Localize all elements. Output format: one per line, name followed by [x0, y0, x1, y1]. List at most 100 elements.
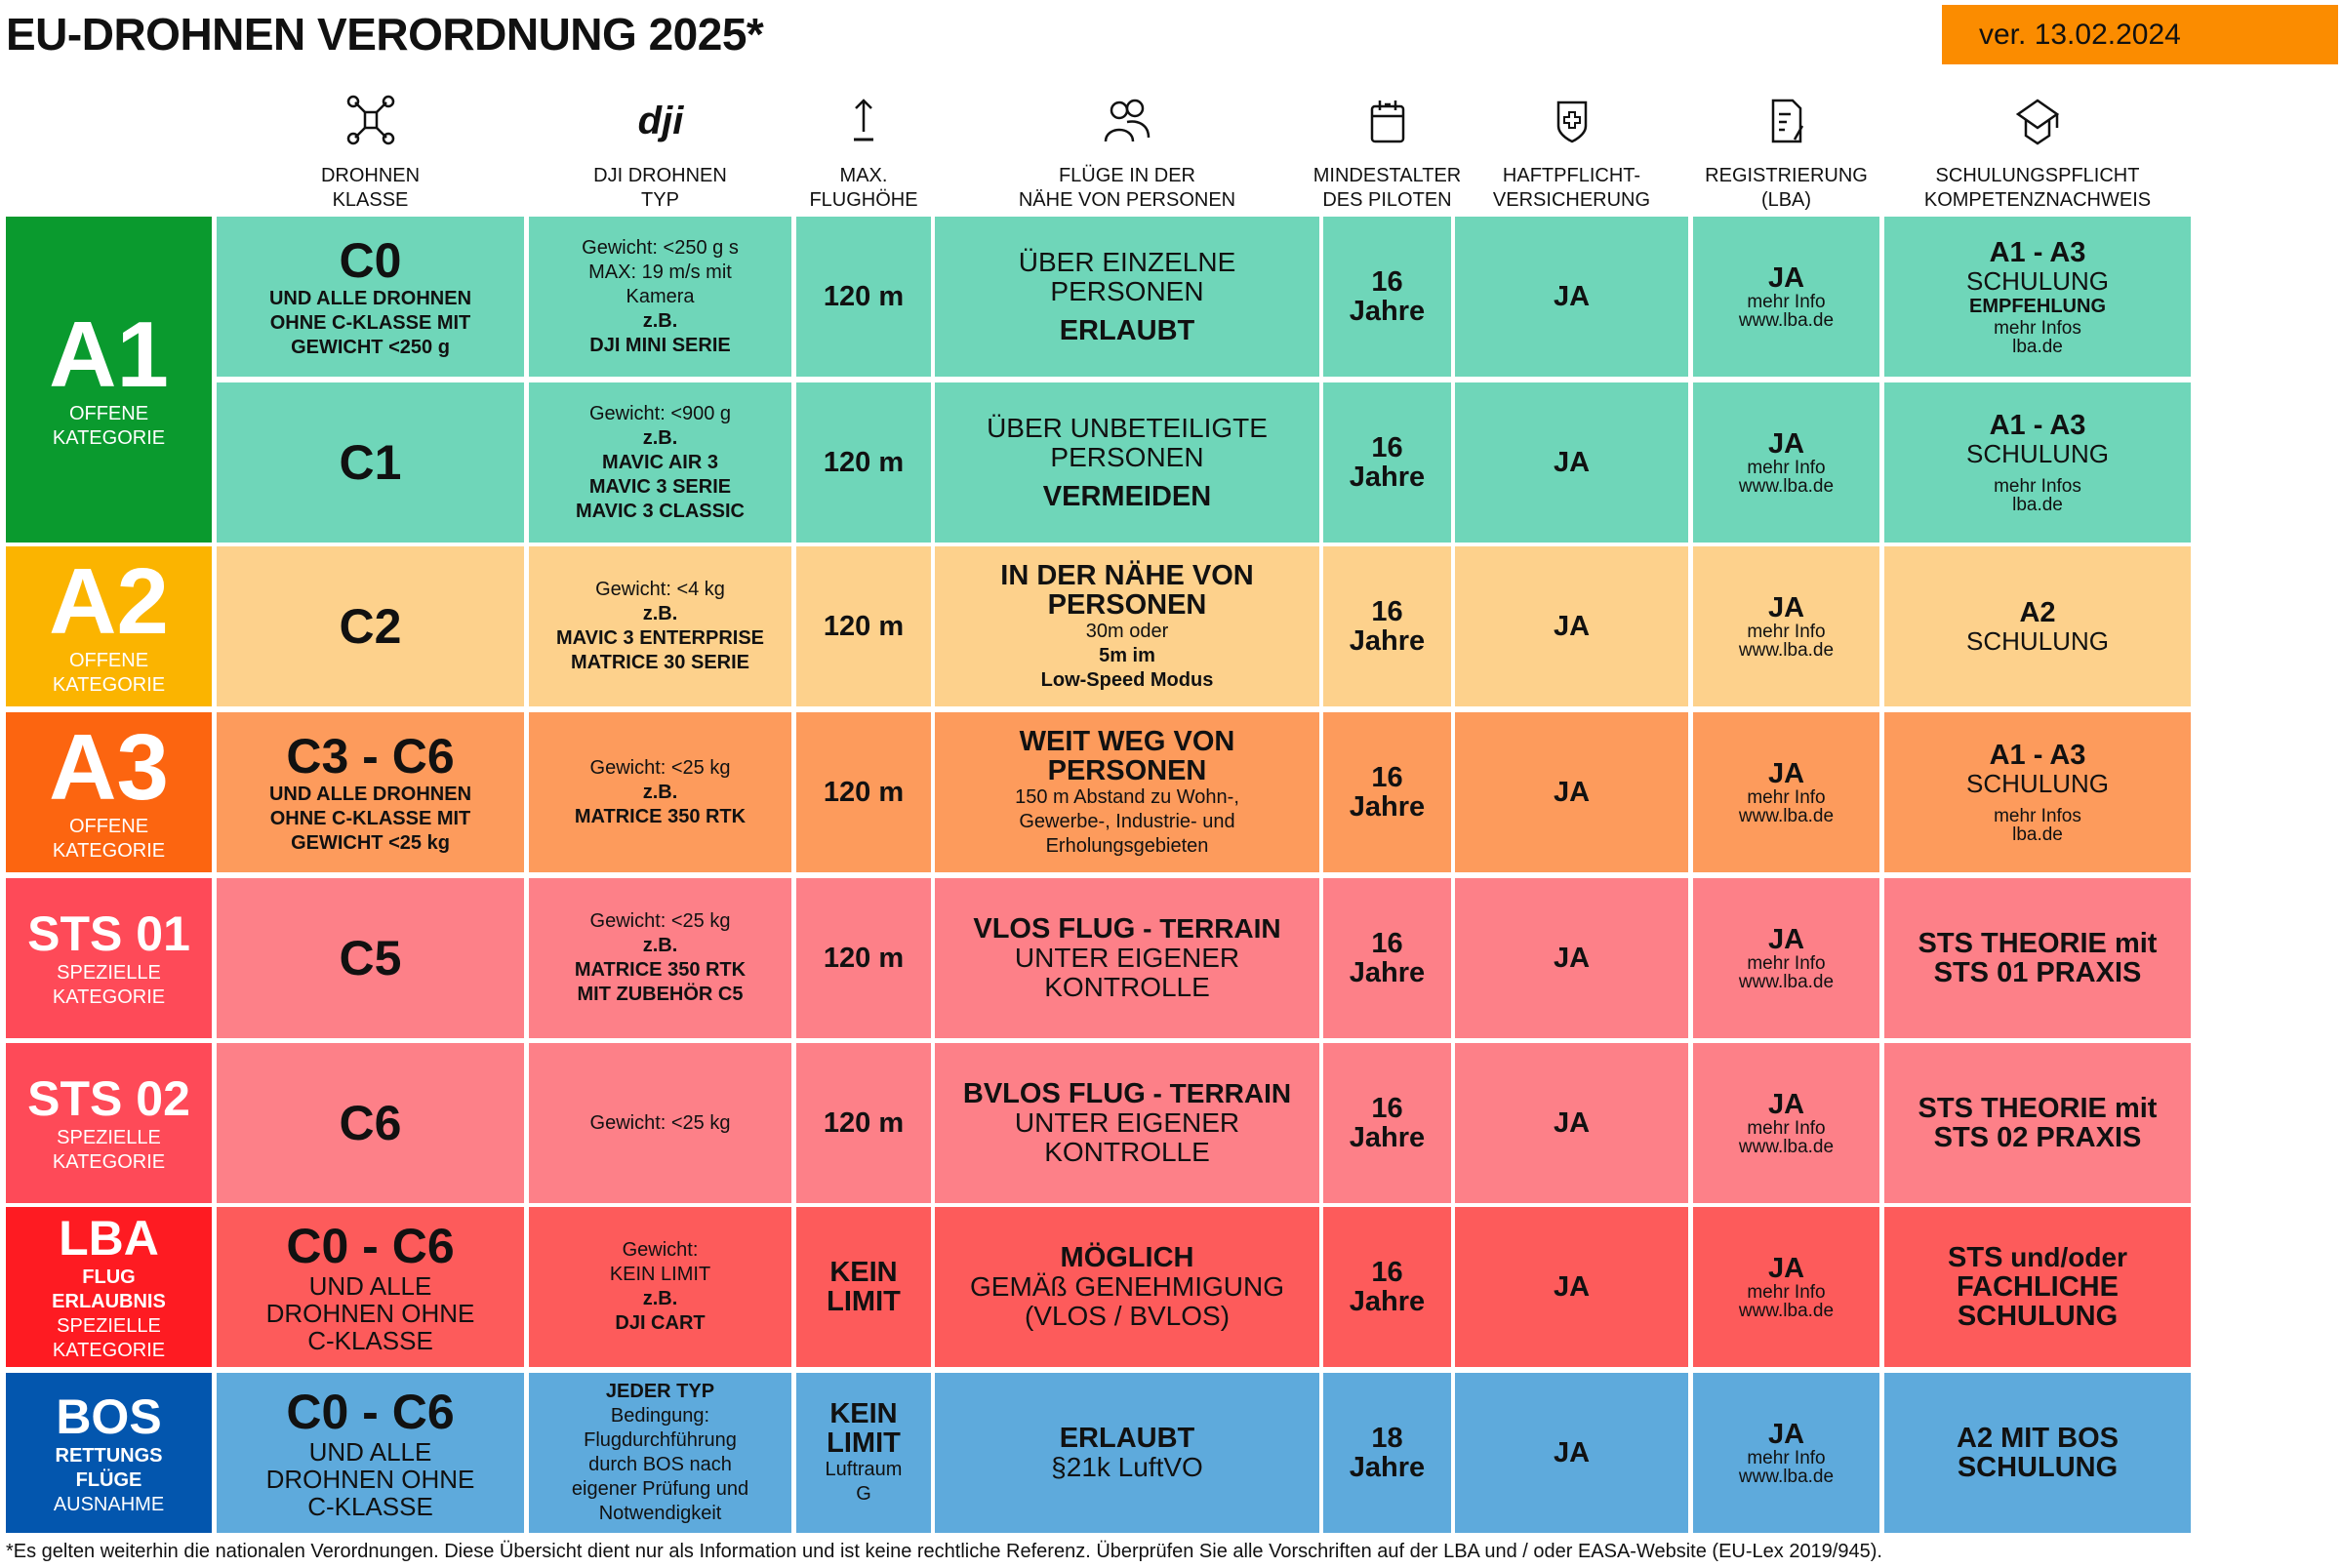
cell-line: C2: [339, 599, 402, 654]
cell-line: 120 m: [823, 447, 905, 478]
cell-line: Gewicht: <250 g s: [582, 236, 739, 259]
cell-line: KEIN: [829, 1257, 898, 1288]
cell-line: 16: [1371, 762, 1403, 793]
cell-line: z.B.: [642, 603, 678, 624]
drone-icon: [342, 93, 400, 152]
cell-line: (VLOS / BVLOS): [1024, 1301, 1231, 1331]
cell-line: STS 01 PRAXIS: [1933, 957, 2142, 988]
cell-line: KATEGORIE: [52, 986, 166, 1008]
cell-line: PERSONEN: [1050, 442, 1204, 472]
cell-line: DJI CART: [615, 1312, 706, 1334]
cell-line: MAX: 19 m/s mit: [588, 261, 732, 283]
cell-line: FLUG: [82, 1266, 136, 1288]
header-label-line: DJI DROHNEN: [593, 165, 727, 186]
cell-line: SCHULUNG: [1966, 265, 2109, 296]
cell-line: MATRICE 350 RTK: [574, 805, 747, 827]
cell-haftpflicht: JA: [1455, 878, 1688, 1038]
cell-line: UNTER EIGENER: [1014, 1107, 1240, 1138]
cell-line: ÜBER UNBETEILIGTE: [987, 413, 1268, 443]
cell-dji-typ: Gewicht: <25 kg z.B. MATRICE 350 RTK MIT ZU…: [529, 878, 791, 1038]
cell-line: Jahre: [1349, 957, 1426, 988]
cell-line: ÜBER EINZELNE: [1018, 247, 1236, 277]
cell-schulungspflicht: A1 - A3 SCHULUNG mehr Infos lba.de: [1884, 712, 2191, 872]
people-icon: [1098, 93, 1156, 152]
cell-line: Jahre: [1349, 625, 1426, 657]
cell-line: GEMÄß GENEHMIGUNG: [969, 1271, 1284, 1302]
cell-line: ERLAUBNIS: [52, 1291, 166, 1312]
document-pen-icon: [1757, 93, 1816, 152]
cell-line: 150 m Abstand zu Wohn-,: [1015, 785, 1239, 808]
cell-line: SCHULUNG: [1957, 1452, 2119, 1483]
cell-line: mehr Infos: [1994, 317, 2081, 339]
category-lba: LBA FLUG ERLAUBNIS SPEZIELLE KATEGORIE: [6, 1207, 212, 1367]
cell-dji-typ: Gewicht: <25 kg: [529, 1043, 791, 1203]
cell-line: STS 01: [27, 906, 190, 961]
cell-line: www.lba.de: [1738, 640, 1835, 661]
category-a3: A3 OFFENE KATEGORIE: [6, 712, 212, 872]
cell-line: JA: [1767, 758, 1805, 789]
cell-line: mehr Info: [1747, 1282, 1826, 1303]
cell-line: STS THEORIE mit: [1918, 1093, 2158, 1124]
cell-line: Jahre: [1349, 1286, 1426, 1317]
cell-line: www.lba.de: [1738, 806, 1835, 826]
cell-line: UND ALLE DROHNEN: [268, 783, 472, 805]
cell-line: Jahre: [1349, 462, 1426, 493]
cell-line: 120 m: [823, 1107, 905, 1139]
cell-line: A2 MIT BOS: [1957, 1423, 2119, 1454]
cell-line: Gewicht: <900 g: [588, 402, 732, 424]
cell-line: DROHNEN OHNE: [265, 1299, 475, 1328]
header-label-line: FLUGHÖHE: [809, 189, 918, 211]
cell-line: JA: [1767, 924, 1805, 955]
cell-max-flughoehe: 120 m: [796, 546, 931, 706]
cell-line: JA: [1767, 1089, 1805, 1120]
cell-registrierung: JA mehr Info www.lba.de: [1693, 382, 1879, 543]
cell-line: mehr Info: [1747, 953, 1826, 974]
header-label-line: MAX.: [839, 165, 888, 186]
cell-line: Low-Speed Modus: [1040, 668, 1214, 691]
cell-registrierung: JA mehr Info www.lba.de: [1693, 217, 1879, 377]
cell-line: JA: [1553, 611, 1591, 642]
cell-line: Bedingung:: [610, 1405, 710, 1427]
cell-line: UND ALLE: [308, 1437, 432, 1467]
cell-line: mehr Info: [1747, 1118, 1826, 1139]
header-mindestalter: MINDESTALTER DES PILOTEN: [1313, 93, 1461, 211]
cell-mindestalter: 18 Jahre: [1323, 1373, 1451, 1533]
header-label-line: VERSICHERUNG: [1492, 189, 1651, 211]
cell-line: C0 - C6: [286, 1219, 455, 1273]
header-label-line: HAFTPFLICHT-: [1502, 165, 1641, 186]
cell-line: mehr Infos: [1994, 806, 2081, 826]
cell-line: 5m im: [1099, 644, 1155, 666]
version-text: ver. 13.02.2024: [1979, 18, 2181, 51]
cell-line: www.lba.de: [1738, 1137, 1835, 1157]
cell-schulungspflicht: STS THEORIE mit STS 02 PRAXIS: [1884, 1043, 2191, 1203]
cell-line: Gewicht: <4 kg: [595, 579, 725, 600]
cell-drohnen-klasse: C6: [217, 1043, 524, 1203]
cell-line: A1 - A3: [1989, 740, 2086, 771]
cell-line: JA: [1553, 1271, 1591, 1303]
cell-line: 16: [1371, 432, 1403, 463]
cell-line: C5: [339, 931, 402, 985]
cell-line: C-KLASSE: [307, 1326, 433, 1355]
cell-max-flughoehe: 120 m: [796, 712, 931, 872]
cell-fluege-personen: IN DER NÄHE VON PERSONEN 30m oder 5m im Low-…: [935, 546, 1319, 706]
cell-line: KEIN: [829, 1398, 898, 1429]
cell-line: Notwendigkeit: [598, 1503, 722, 1524]
header-max-flughoehe: MAX. FLUGHÖHE: [796, 93, 931, 211]
cell-registrierung: JA mehr Info www.lba.de: [1693, 546, 1879, 706]
cell-line-rest: - TERRAIN: [1145, 1078, 1292, 1108]
category-a2: A2 OFFENE KATEGORIE: [6, 546, 212, 706]
header-label: FLÜGE IN DER NÄHE VON PERSONEN: [1019, 164, 1235, 213]
cell-line: GEWICHT <25 kg: [291, 831, 450, 854]
cell-fluege-personen: BVLOS FLUG - TERRAIN UNTER EIGENER KONTROL…: [935, 1043, 1319, 1203]
cell-line: PERSONEN: [1050, 276, 1204, 306]
header-label: DJI DROHNEN TYP: [593, 164, 727, 213]
cell-max-flughoehe: KEIN LIMIT Luftraum G: [796, 1373, 931, 1533]
cell-fluege-personen: WEIT WEG VON PERSONEN 150 m Abstand zu Woh…: [935, 712, 1319, 872]
cell-line: UND ALLE DROHNEN: [268, 287, 472, 309]
cell-mindestalter: 16 Jahre: [1323, 546, 1451, 706]
cell-line: ERLAUBT: [1059, 1423, 1195, 1454]
cell-line: lba.de: [2012, 495, 2063, 515]
cell-line: LIMIT: [827, 1427, 901, 1459]
cell-schulungspflicht: STS und/oder FACHLICHE SCHULUNG: [1884, 1207, 2191, 1367]
cell-line: MATRICE 30 SERIE: [571, 652, 749, 673]
